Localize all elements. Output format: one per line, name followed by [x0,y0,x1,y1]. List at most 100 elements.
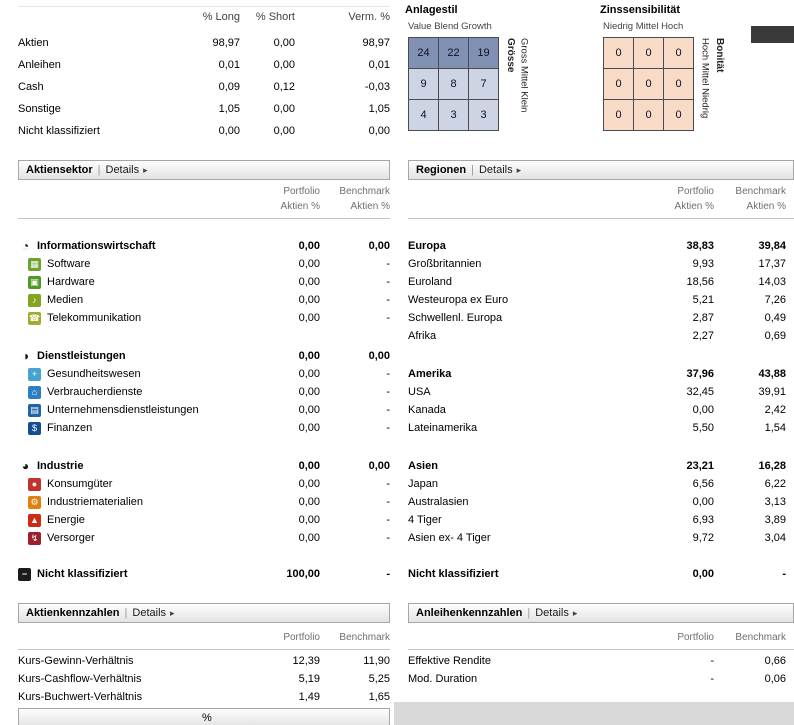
row-label-cell: ▣ Hardware [18,275,260,289]
benchmark-column-header: Benchmark [339,186,390,197]
truncated-bar-text: % [202,712,212,724]
portfolio-value: 0,00 [298,532,320,544]
bond-box-cell: 0 [664,38,694,69]
benchmark-column-header: Benchmark [735,632,786,643]
benchmark-value: - [386,532,390,544]
group-total-row: Asien 23,21 16,28 [408,457,794,475]
portfolio-value: - [710,673,714,685]
benchmark-value: 43,88 [758,368,786,380]
row-label: Lateinamerika [408,422,478,434]
style-box-title: Anlagestil [405,4,458,16]
portfolio-value: 0,00 [298,460,320,472]
allocation-net-value: 98,97 [362,37,390,49]
allocation-row: Sonstige 1,05 0,00 1,05 [18,98,390,120]
row-label-cell: − Nicht klassifiziert [18,567,260,581]
portfolio-value: 6,56 [692,478,714,490]
row-spacer [408,345,794,365]
sector-details-link[interactable]: Details [105,164,140,176]
bond-stats-details-link[interactable]: Details [535,607,569,619]
details-arrow-icon[interactable]: ▸ [170,607,175,618]
row-label: Telekommunikation [47,312,142,324]
data-row: Effektive Rendite - 0,66 [408,652,794,670]
benchmark-value: 0,49 [764,312,786,324]
row-label: Software [47,258,91,270]
benchmark-value: 17,37 [758,258,786,270]
data-row: Schwellenl. Europa 2,87 0,49 [408,309,794,327]
row-label: Hardware [47,276,95,288]
row-label-cell: Euroland [408,276,654,288]
data-row: Euroland 18,56 14,03 [408,273,794,291]
allocation-short-value: 0,00 [273,125,295,137]
bond-box-cell: 0 [634,100,664,131]
row-label-cell: Australasien [408,496,654,508]
allocation-row: Nicht klassifiziert 0,00 0,00 0,00 [18,120,390,142]
portfolio-value: 23,21 [686,460,714,472]
row-label: Kurs-Buchwert-Verhältnis [18,691,143,703]
portfolio-column-subheader: Aktien % [280,201,320,212]
data-row: + Gesundheitswesen 0,00 - [18,365,390,383]
details-arrow-icon[interactable]: ▸ [143,164,148,175]
portfolio-value: 37,96 [686,368,714,380]
portfolio-column-header: Portfolio [283,186,320,197]
row-label: Finanzen [47,422,93,434]
energy-icon: ▲ [28,513,41,527]
row-label: Nicht klassifiziert [37,568,128,580]
row-label: Effektive Rendite [408,655,491,667]
data-row: ♪ Medien 0,00 - [18,291,390,309]
financial-services-icon: $ [28,421,41,435]
data-row: ▦ Software 0,00 - [18,255,390,273]
bond-box-top-axis: Niedrig Mittel Hoch [603,21,684,32]
benchmark-value: 39,84 [758,240,786,252]
details-arrow-icon[interactable]: ▸ [516,164,522,175]
portfolio-value: 5,21 [692,294,714,306]
benchmark-value: - [386,568,390,580]
row-spacer [18,437,390,457]
bond-box-side-label: Bonität [714,38,725,73]
row-label: Nicht klassifiziert [408,568,499,580]
row-label: Medien [47,294,84,306]
portfolio-value: 1,49 [298,691,320,703]
portfolio-value: 0,00 [692,404,714,416]
data-row: Kanada 0,00 2,42 [408,401,794,419]
benchmark-value: 39,91 [758,386,786,398]
allocation-short-value: 0,12 [273,81,295,93]
data-row: Afrika 2,27 0,69 [408,327,794,345]
allocation-row-label: Aktien [18,37,49,49]
portfolio-value: 0,00 [298,514,320,526]
row-label-cell: + Gesundheitswesen [18,367,260,381]
consumer-goods-icon: ● [28,477,41,491]
row-label-cell: ◕ Industrie [18,460,260,473]
asset-allocation-table: % Long % Short Verm. % Aktien 98,97 0,00 98… [18,6,390,142]
equity-stats-details-link[interactable]: Details [132,607,167,619]
region-details-link[interactable]: Details [478,164,513,176]
services-sector-icon: ◑ [21,349,30,363]
data-row: Lateinamerika 5,50 1,54 [408,419,794,437]
data-row: Asien ex- 4 Tiger 9,72 3,04 [408,529,794,547]
industrial-materials-icon: ⚙ [28,495,41,509]
portfolio-value: 12,39 [292,655,320,667]
col-header-long: % Long [202,10,240,23]
row-label-cell: Kurs-Buchwert-Verhältnis [18,691,260,703]
data-row: USA 32,45 39,91 [408,383,794,401]
data-row: Mod. Duration - 0,06 [408,670,794,688]
portfolio-value: 0,00 [298,294,320,306]
row-label-cell: Effektive Rendite [408,655,654,667]
portfolio-value: - [710,655,714,667]
portfolio-column-header: Portfolio [677,186,714,197]
details-arrow-icon[interactable]: ▸ [572,607,578,618]
bond-stats-title: Anleihenkennzahlen [416,607,523,619]
allocation-row-label: Cash [18,81,44,93]
truncated-element [751,26,794,43]
benchmark-value: 14,03 [758,276,786,288]
row-label: Dienstleistungen [37,350,126,362]
portfolio-value: 0,00 [692,568,714,580]
benchmark-value: - [386,294,390,306]
row-label-cell: Schwellenl. Europa [408,312,654,324]
row-label: Japan [408,478,438,490]
allocation-short-value: 0,00 [273,103,295,115]
benchmark-value: 3,89 [764,514,786,526]
data-row: Westeuropa ex Euro 5,21 7,26 [408,291,794,309]
portfolio-value: 0,00 [298,258,320,270]
row-label: Konsumgüter [47,478,113,490]
